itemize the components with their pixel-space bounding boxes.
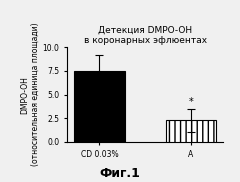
- Text: *: *: [189, 97, 193, 107]
- Y-axis label: DMPO-OH
(относительная единица площади): DMPO-OH (относительная единица площади): [20, 23, 40, 167]
- Title: Детекция DMPO-OH
в коронарных эфлюентах: Детекция DMPO-OH в коронарных эфлюентах: [84, 26, 207, 45]
- Bar: [166, 120, 216, 142]
- Text: Фиг.1: Фиг.1: [100, 167, 140, 180]
- Bar: [74, 71, 125, 142]
